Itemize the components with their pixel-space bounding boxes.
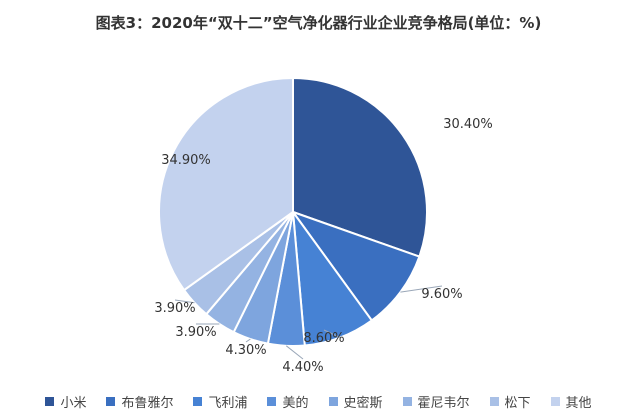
legend-item-7: 其他 [550, 392, 592, 411]
legend-swatch [489, 396, 499, 406]
legend-item-4: 史密斯 [328, 392, 383, 411]
chart-title: 图表3：2020年“双十二”空气净化器行业企业竞争格局(单位：%) [95, 14, 542, 32]
legend-swatch [267, 396, 277, 406]
pie-slices [158, 76, 428, 347]
legend: 小米 布鲁雅尔 飞利浦 美的 史密斯 霍尼韦尔 松下 其他 [0, 388, 637, 414]
legend-label: 霍尼韦尔 [417, 395, 470, 411]
legend-label: 松下 [504, 395, 531, 411]
leader-lines [174, 285, 443, 360]
leader-line-3 [285, 345, 304, 360]
data-label-2: 8.60% [303, 331, 344, 346]
leader-line-4 [245, 338, 251, 343]
data-label-3: 4.40% [282, 360, 323, 375]
data-label-5: 3.90% [175, 325, 216, 340]
legend-item-2: 飞利浦 [193, 392, 247, 411]
leader-line-1 [400, 285, 443, 293]
legend-label: 布鲁雅尔 [121, 395, 174, 411]
legend-label: 小米 [60, 395, 87, 411]
data-label-7: 34.90% [161, 153, 211, 168]
pie-slice-7 [158, 76, 294, 292]
legend-swatch [402, 396, 412, 406]
data-label-1: 9.60% [421, 287, 462, 302]
legend-label: 史密斯 [343, 395, 383, 411]
legend-swatch [328, 396, 338, 406]
legend-swatch [106, 396, 116, 406]
percent-labels: 30.40% 9.60% 8.60% 4.40% 4.30% 3.90% 3.90% 34.9… [154, 117, 492, 375]
legend-swatch [193, 396, 203, 406]
legend-item-3: 美的 [267, 392, 309, 411]
legend-label: 其他 [565, 395, 592, 411]
legend-swatch [550, 396, 560, 406]
legend-item-5: 霍尼韦尔 [402, 392, 470, 411]
legend-item-6: 松下 [489, 392, 531, 411]
legend-label: 飞利浦 [208, 395, 248, 411]
legend-item-0: 小米 [45, 392, 86, 411]
legend-swatch [45, 396, 55, 406]
legend-label: 美的 [282, 395, 309, 411]
data-label-4: 4.30% [225, 343, 266, 358]
data-label-0: 30.40% [443, 117, 493, 132]
pie-slice-0 [292, 76, 428, 258]
data-label-6: 3.90% [154, 301, 195, 316]
leader-line-6 [174, 299, 195, 304]
leader-line-2 [323, 329, 341, 338]
legend-item-1: 布鲁雅尔 [106, 392, 173, 411]
pie-slice-1 [290, 209, 421, 322]
